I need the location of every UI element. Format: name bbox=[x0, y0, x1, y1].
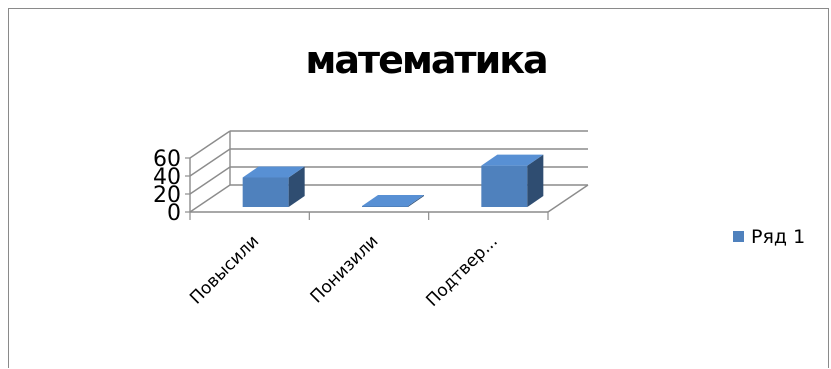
y-tick-label: 20 bbox=[153, 183, 181, 208]
bars bbox=[242, 154, 544, 207]
gridline-side bbox=[189, 166, 231, 195]
bar bbox=[362, 195, 424, 207]
bar-side bbox=[408, 195, 424, 207]
y-tick-label: 0 bbox=[167, 201, 181, 226]
bar bbox=[242, 166, 305, 207]
legend-label: Ряд 1 bbox=[751, 226, 805, 248]
gridline-side bbox=[189, 184, 231, 213]
x-category-label: Подтвер... bbox=[422, 231, 501, 310]
chart-walls bbox=[189, 130, 589, 213]
bar-front bbox=[481, 165, 528, 207]
bar-side bbox=[527, 154, 544, 207]
legend-swatch bbox=[733, 231, 744, 242]
bar bbox=[481, 154, 544, 207]
bar-front bbox=[242, 177, 289, 207]
x-axis-categories: Повысили Понизили Подтвер... bbox=[186, 231, 502, 310]
gridline-side bbox=[189, 130, 231, 159]
gridline-side bbox=[189, 148, 231, 177]
x-category-label: Повысили bbox=[186, 231, 263, 308]
bar-top bbox=[242, 166, 305, 178]
chart-frame bbox=[8, 8, 829, 368]
y-tick-label: 60 bbox=[153, 147, 181, 172]
x-category-label: Понизили bbox=[307, 231, 383, 307]
bar-front bbox=[362, 206, 408, 207]
y-tick-label: 40 bbox=[153, 165, 181, 190]
bar-top bbox=[362, 195, 424, 206]
legend: Ряд 1 bbox=[733, 226, 805, 248]
bar-top bbox=[481, 154, 544, 166]
chart-title: математика bbox=[305, 38, 546, 82]
floor-right-edge bbox=[547, 184, 589, 213]
bar-side bbox=[288, 166, 305, 207]
